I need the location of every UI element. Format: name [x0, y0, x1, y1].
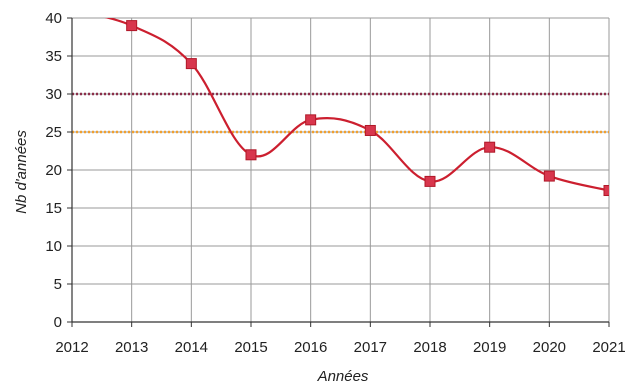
data-point-marker	[424, 175, 436, 187]
x-tick-labels: 2012 2013 2014 2015 2016 2017 2018 2019 2020 2021	[55, 339, 625, 356]
x-tick-label: 2021	[592, 339, 625, 356]
series-line	[104, 18, 609, 192]
x-tick-label: 2016	[294, 339, 327, 356]
y-tick-label: 0	[54, 314, 62, 331]
data-point-marker	[603, 185, 609, 197]
x-tick-label: 2015	[234, 339, 267, 356]
series-layer	[67, 5, 609, 197]
y-tick-label: 10	[45, 238, 62, 255]
axes	[67, 17, 610, 327]
x-tick-label: 2019	[473, 339, 506, 356]
y-tick-label: 40	[45, 10, 62, 27]
data-point-marker	[305, 114, 317, 126]
series-group	[67, 5, 609, 197]
data-point-marker	[543, 170, 555, 182]
y-axis-title: Nb d'années	[13, 130, 30, 214]
y-tick-labels: 0 5 10 15 20 25 30 35 40	[45, 10, 62, 331]
x-tick-label: 2013	[115, 339, 148, 356]
x-tick-label: 2012	[55, 339, 88, 356]
y-tick-label: 15	[45, 200, 62, 217]
data-point-marker	[245, 149, 257, 161]
y-tick-label: 25	[45, 124, 62, 141]
y-tick-label: 30	[45, 86, 62, 103]
y-tick-label: 20	[45, 162, 62, 179]
data-point-marker	[67, 5, 77, 15]
data-point-marker	[126, 20, 138, 32]
reference-lines	[72, 92, 609, 134]
grid	[72, 17, 610, 322]
y-tick-label: 5	[54, 276, 62, 293]
data-point-marker	[364, 124, 376, 136]
data-point-marker	[185, 58, 197, 70]
x-tick-label: 2020	[533, 339, 566, 356]
x-tick-label: 2018	[413, 339, 446, 356]
x-axis-title: Années	[317, 368, 369, 384]
x-tick-label: 2014	[175, 339, 208, 356]
data-point-marker	[484, 141, 496, 153]
x-tick-label: 2017	[354, 339, 387, 356]
y-tick-label: 35	[45, 48, 62, 65]
